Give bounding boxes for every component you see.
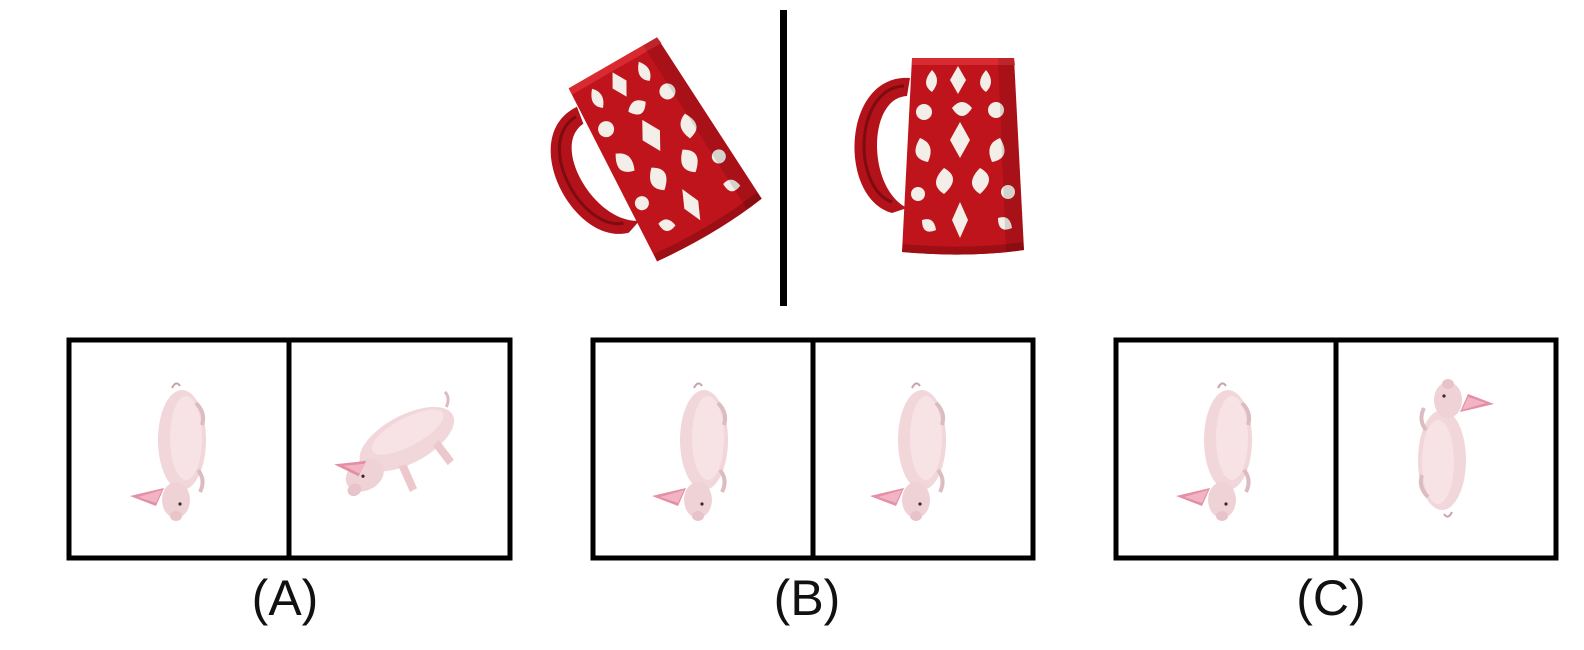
option-c[interactable] <box>1113 337 1559 561</box>
option-a-label: (A) <box>251 570 319 626</box>
option-b[interactable] <box>590 337 1036 561</box>
option-b-pig-view-1 <box>650 381 730 523</box>
reference-mug-right <box>852 56 1026 257</box>
option-c-pig-view-1 <box>1174 381 1254 523</box>
option-a[interactable] <box>66 337 513 561</box>
reference-mug-left <box>517 30 766 289</box>
option-c-pig-view-2 <box>1416 377 1496 519</box>
option-c-label: (C) <box>1296 570 1366 626</box>
option-a-pig-view-2 <box>326 390 481 520</box>
option-b-label: (B) <box>773 570 841 626</box>
reference-divider <box>780 10 787 306</box>
reference-mugs <box>517 10 1026 306</box>
option-a-pig-view-1 <box>128 381 208 523</box>
option-b-pig-view-2 <box>868 381 948 523</box>
